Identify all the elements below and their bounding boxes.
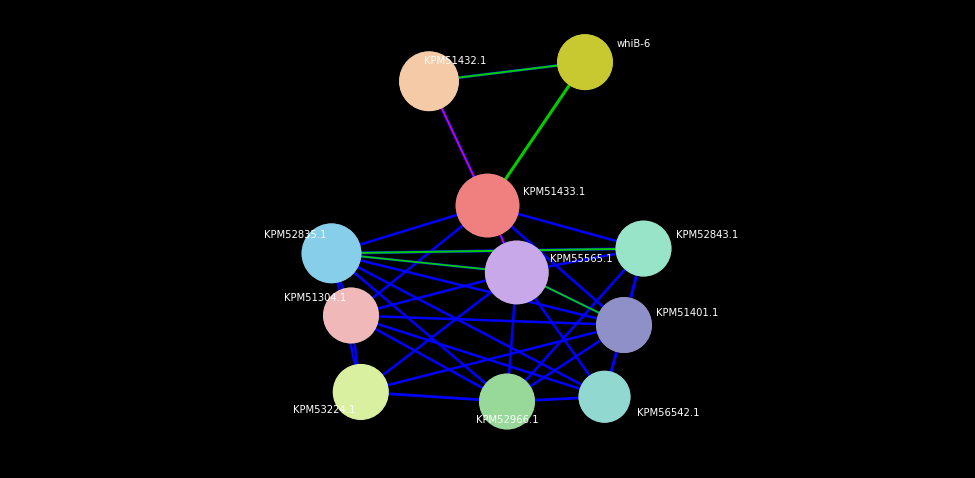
Text: KPM52843.1: KPM52843.1 xyxy=(676,230,738,240)
Text: whiB-6: whiB-6 xyxy=(616,39,650,49)
Ellipse shape xyxy=(558,35,612,89)
Text: KPM55565.1: KPM55565.1 xyxy=(550,254,612,264)
Ellipse shape xyxy=(324,288,378,343)
Ellipse shape xyxy=(480,374,534,429)
Text: KPM53224.1: KPM53224.1 xyxy=(293,405,356,415)
Text: KPM51432.1: KPM51432.1 xyxy=(424,56,487,66)
Text: KPM56542.1: KPM56542.1 xyxy=(637,409,699,418)
Text: KPM52835.1: KPM52835.1 xyxy=(264,230,327,240)
Ellipse shape xyxy=(597,298,651,352)
Ellipse shape xyxy=(302,224,361,282)
Text: KPM51304.1: KPM51304.1 xyxy=(284,293,346,303)
Text: KPM51433.1: KPM51433.1 xyxy=(523,187,585,197)
Ellipse shape xyxy=(333,365,388,419)
Ellipse shape xyxy=(486,241,548,304)
Ellipse shape xyxy=(456,174,519,237)
Ellipse shape xyxy=(400,52,458,110)
Text: KPM51401.1: KPM51401.1 xyxy=(656,308,719,317)
Ellipse shape xyxy=(616,221,671,276)
Ellipse shape xyxy=(579,371,630,422)
Text: KPM52966.1: KPM52966.1 xyxy=(476,415,538,424)
